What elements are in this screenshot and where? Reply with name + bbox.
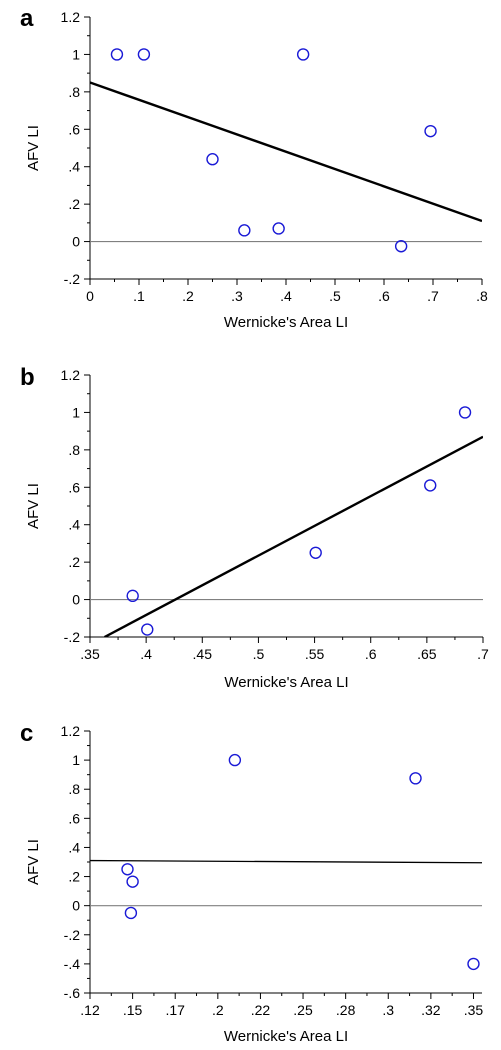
y-tick-label: .8: [68, 781, 80, 797]
x-axis-title: Wernicke's Area LI: [224, 1028, 348, 1045]
x-tick-label: .45: [193, 646, 213, 662]
data-point: [137, 48, 151, 61]
x-tick-label: 0: [86, 288, 94, 304]
y-tick-label: 0: [72, 898, 80, 914]
x-tick-label: .1: [133, 288, 145, 304]
panel-letter: b: [20, 364, 35, 391]
data-point: [126, 589, 139, 603]
data-point: [124, 906, 138, 920]
x-axis-title: Wernicke's Area LI: [224, 674, 348, 691]
data-point: [238, 224, 251, 237]
y-tick-label: .4: [68, 517, 80, 533]
x-tick-label: .4: [280, 288, 292, 304]
y-tick-label: 0: [72, 234, 80, 250]
panel-a: a -.2 0 .2 .4 .6 .8 1 1.2 0 .1 .2 .3 .4 .5 .6 .7 .8 AFV LI…: [20, 5, 488, 331]
y-tick-label: 1.2: [61, 367, 81, 383]
x-tick-label: .4: [140, 646, 152, 662]
y-tick-label: -.4: [64, 956, 81, 972]
x-tick-label: .2: [212, 1002, 224, 1018]
data-point: [228, 753, 242, 767]
data-point: [394, 240, 408, 253]
x-tick-label: .7: [477, 646, 489, 662]
data-point: [126, 875, 139, 888]
y-tick-label: .8: [68, 84, 80, 100]
x-tick-label: .12: [80, 1002, 100, 1018]
x-tick-label: .6: [378, 288, 390, 304]
data-point: [110, 48, 124, 61]
y-tick-label: .2: [68, 196, 80, 212]
y-tick-label: 1: [72, 46, 80, 62]
x-tick-label: .2: [182, 288, 194, 304]
y-tick-label: .6: [68, 479, 80, 495]
regression-line: [104, 435, 483, 637]
regression-line: [90, 81, 482, 223]
y-tick-label: .6: [68, 810, 80, 826]
x-tick-label: .15: [123, 1002, 143, 1018]
x-tick-label: .32: [421, 1002, 441, 1018]
data-point: [467, 957, 480, 971]
y-tick-label: 1.2: [61, 723, 81, 739]
y-tick-label: 1: [72, 404, 80, 420]
x-tick-label: .8: [476, 288, 488, 304]
panel-c: c -.6 -.4 -.2 0 .2 .4 .6 .8 1 1.2 .12 .15 .17 .2 .22 .25…: [20, 720, 483, 1045]
x-tick-label: .55: [305, 646, 325, 662]
data-point: [309, 546, 322, 559]
x-tick-label: .5: [253, 646, 265, 662]
y-axis-title: AFV LI: [25, 483, 42, 529]
data-point: [424, 124, 437, 138]
y-tick-label: .4: [68, 839, 80, 855]
y-tick-label: -.2: [64, 927, 81, 943]
x-tick-label: .3: [231, 288, 243, 304]
y-tick-label: 1: [72, 752, 80, 768]
x-tick-label: .5: [329, 288, 341, 304]
y-tick-label: .4: [68, 159, 80, 175]
data-point: [458, 406, 472, 419]
y-tick-label: -.6: [64, 985, 81, 1001]
x-axis-title: Wernicke's Area LI: [224, 314, 348, 331]
y-tick-label: .6: [68, 121, 80, 137]
y-tick-label: 0: [72, 592, 80, 608]
data-point: [296, 48, 310, 61]
data-point: [141, 623, 154, 636]
y-axis-title: AFV LI: [25, 839, 42, 885]
x-tick-label: .17: [165, 1002, 185, 1018]
data-point: [206, 153, 219, 166]
panel-b: b -.2 0 .2 .4 .6 .8 1 1.2 .35 .4 .45 .5 .55 .6 .65 .7 AFV…: [20, 364, 489, 691]
x-tick-label: .25: [293, 1002, 313, 1018]
panel-letter: a: [20, 5, 34, 32]
x-tick-label: .22: [251, 1002, 271, 1018]
x-tick-label: .7: [427, 288, 439, 304]
data-point: [424, 479, 437, 492]
y-axis-title: AFV LI: [25, 125, 42, 171]
y-tick-label: .2: [68, 869, 80, 885]
data-point: [121, 863, 134, 876]
y-tick-label: .8: [68, 442, 80, 458]
x-tick-label: .28: [336, 1002, 356, 1018]
data-point: [272, 222, 285, 235]
x-tick-label: .65: [417, 646, 437, 662]
y-tick-label: -.2: [64, 271, 81, 287]
x-tick-label: .35: [80, 646, 100, 662]
y-tick-label: 1.2: [61, 9, 81, 25]
x-tick-label: .6: [365, 646, 377, 662]
y-tick-label: -.2: [64, 629, 81, 645]
x-tick-label: .35: [464, 1002, 484, 1018]
regression-line: [90, 859, 482, 864]
y-tick-label: .2: [68, 554, 80, 570]
x-tick-label: .3: [382, 1002, 394, 1018]
panel-letter: c: [20, 720, 33, 747]
data-point: [409, 772, 422, 785]
